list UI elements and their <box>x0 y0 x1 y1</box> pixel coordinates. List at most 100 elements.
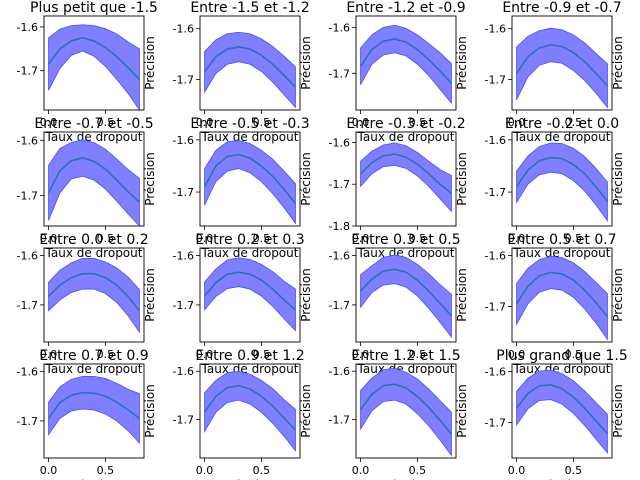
axes-frame <box>43 363 145 459</box>
y-tick-label: -1.6 <box>329 365 350 378</box>
y-axis-label: Précision <box>611 268 625 322</box>
mean-line <box>203 153 297 205</box>
y-axis-label: Précision <box>611 384 625 438</box>
y-axis-label: Précision <box>143 36 157 90</box>
x-tick-label: 0.0 <box>352 348 370 361</box>
y-tick-label: -1.6 <box>485 134 506 147</box>
x-tick-label: 0.0 <box>196 348 214 361</box>
x-tick-label: 0.5 <box>409 232 427 245</box>
y-axis-label: Précision <box>299 384 313 438</box>
mean-line <box>515 384 609 435</box>
subplot-title: Entre -0.5 et -0.3 <box>190 116 309 132</box>
axes-frame <box>199 363 301 459</box>
subplot-title: Entre 0.3 et 0.5 <box>351 232 460 248</box>
y-axis-label: Précision <box>455 152 469 206</box>
mean-line <box>359 383 453 435</box>
axes-frame <box>355 131 457 227</box>
x-tick-label: 0.0 <box>40 232 58 245</box>
x-tick-label: 0.0 <box>40 464 58 477</box>
x-axis-label: Taux de dropout <box>357 246 455 260</box>
confidence-band <box>204 31 296 109</box>
mean-line <box>359 38 453 84</box>
y-axis-label: Précision <box>299 268 313 322</box>
confidence-band <box>360 142 452 213</box>
y-tick-label: -1.6 <box>173 134 194 147</box>
y-axis-label: Précision <box>143 268 157 322</box>
y-axis-label: Précision <box>455 36 469 90</box>
y-tick-label: -1.6 <box>173 23 194 36</box>
y-tick-label: -1.7 <box>173 74 194 87</box>
x-axis-label: Taux de dropout <box>513 130 611 144</box>
y-tick-label: -1.6 <box>17 249 38 262</box>
subplot-title: Entre 0.7 et 0.9 <box>39 348 148 364</box>
y-tick-label: -1.8 <box>329 220 350 233</box>
x-tick-label: 0.5 <box>253 116 271 129</box>
y-tick-label: -1.6 <box>17 365 38 378</box>
y-axis-label: Précision <box>299 152 313 206</box>
subplot-title: Plus grand que 1.5 <box>496 348 627 364</box>
subplot-title: Entre -1.5 et -1.2 <box>190 0 309 16</box>
y-tick-label: -1.7 <box>173 413 194 426</box>
axes-frame <box>511 363 613 459</box>
y-tick-label: -1.6 <box>173 249 194 262</box>
y-axis-label: Précision <box>455 268 469 322</box>
mean-line <box>359 153 452 195</box>
y-axis-label: Précision <box>611 152 625 206</box>
axes-frame <box>199 131 301 227</box>
x-tick-label: 0.5 <box>97 232 115 245</box>
subplot-title: Entre 0.9 et 1.2 <box>195 348 304 364</box>
x-axis-label: Taux de dropout <box>357 130 455 144</box>
y-axis-label: Précision <box>455 384 469 438</box>
y-tick-label: -1.6 <box>329 136 350 149</box>
axes-frame <box>43 131 145 227</box>
y-tick-label: -1.7 <box>173 186 194 199</box>
axes-frame <box>199 15 301 111</box>
y-tick-label: -1.7 <box>329 299 350 312</box>
y-tick-label: -1.7 <box>17 190 38 203</box>
confidence-band <box>204 257 296 332</box>
y-tick-label: -1.6 <box>485 250 506 263</box>
mean-line <box>515 271 609 318</box>
y-tick-label: -1.6 <box>329 249 350 262</box>
x-tick-label: 0.0 <box>40 348 58 361</box>
x-axis-label: Taux de dropout <box>45 478 143 480</box>
y-tick-label: -1.7 <box>485 416 506 429</box>
axes-frame <box>511 15 613 111</box>
mean-line <box>203 384 297 431</box>
confidence-band <box>360 367 452 457</box>
x-tick-label: 0.5 <box>97 348 115 361</box>
x-tick-label: 0.5 <box>409 464 427 477</box>
y-tick-label: -1.6 <box>485 366 506 379</box>
x-tick-label: 0.5 <box>565 232 583 245</box>
subplot-title: Entre 1.2 et 1.5 <box>351 348 460 364</box>
x-axis-label: Taux de dropout <box>45 246 143 260</box>
axes-frame <box>511 247 613 343</box>
confidence-band <box>48 139 140 228</box>
axes-frame <box>355 363 457 459</box>
subplot-title: Entre 0.0 et 0.2 <box>39 232 148 248</box>
confidence-band <box>360 254 452 339</box>
x-tick-label: 0.5 <box>409 348 427 361</box>
confidence-band <box>516 255 608 341</box>
y-tick-label: -1.7 <box>329 413 350 426</box>
confidence-band <box>516 142 608 223</box>
confidence-band <box>48 375 140 445</box>
mean-line <box>515 44 609 87</box>
x-tick-label: 0.0 <box>508 464 526 477</box>
x-tick-label: 0.0 <box>352 232 370 245</box>
x-axis-label: Taux de dropout <box>513 246 611 260</box>
axes-frame <box>199 247 301 343</box>
x-tick-label: 0.0 <box>196 116 214 129</box>
y-tick-label: -1.7 <box>173 299 194 312</box>
y-tick-label: -1.7 <box>17 299 38 312</box>
subplot-title: Plus petit que -1.5 <box>30 0 158 16</box>
mean-line <box>203 271 296 311</box>
x-tick-label: 0.0 <box>508 232 526 245</box>
